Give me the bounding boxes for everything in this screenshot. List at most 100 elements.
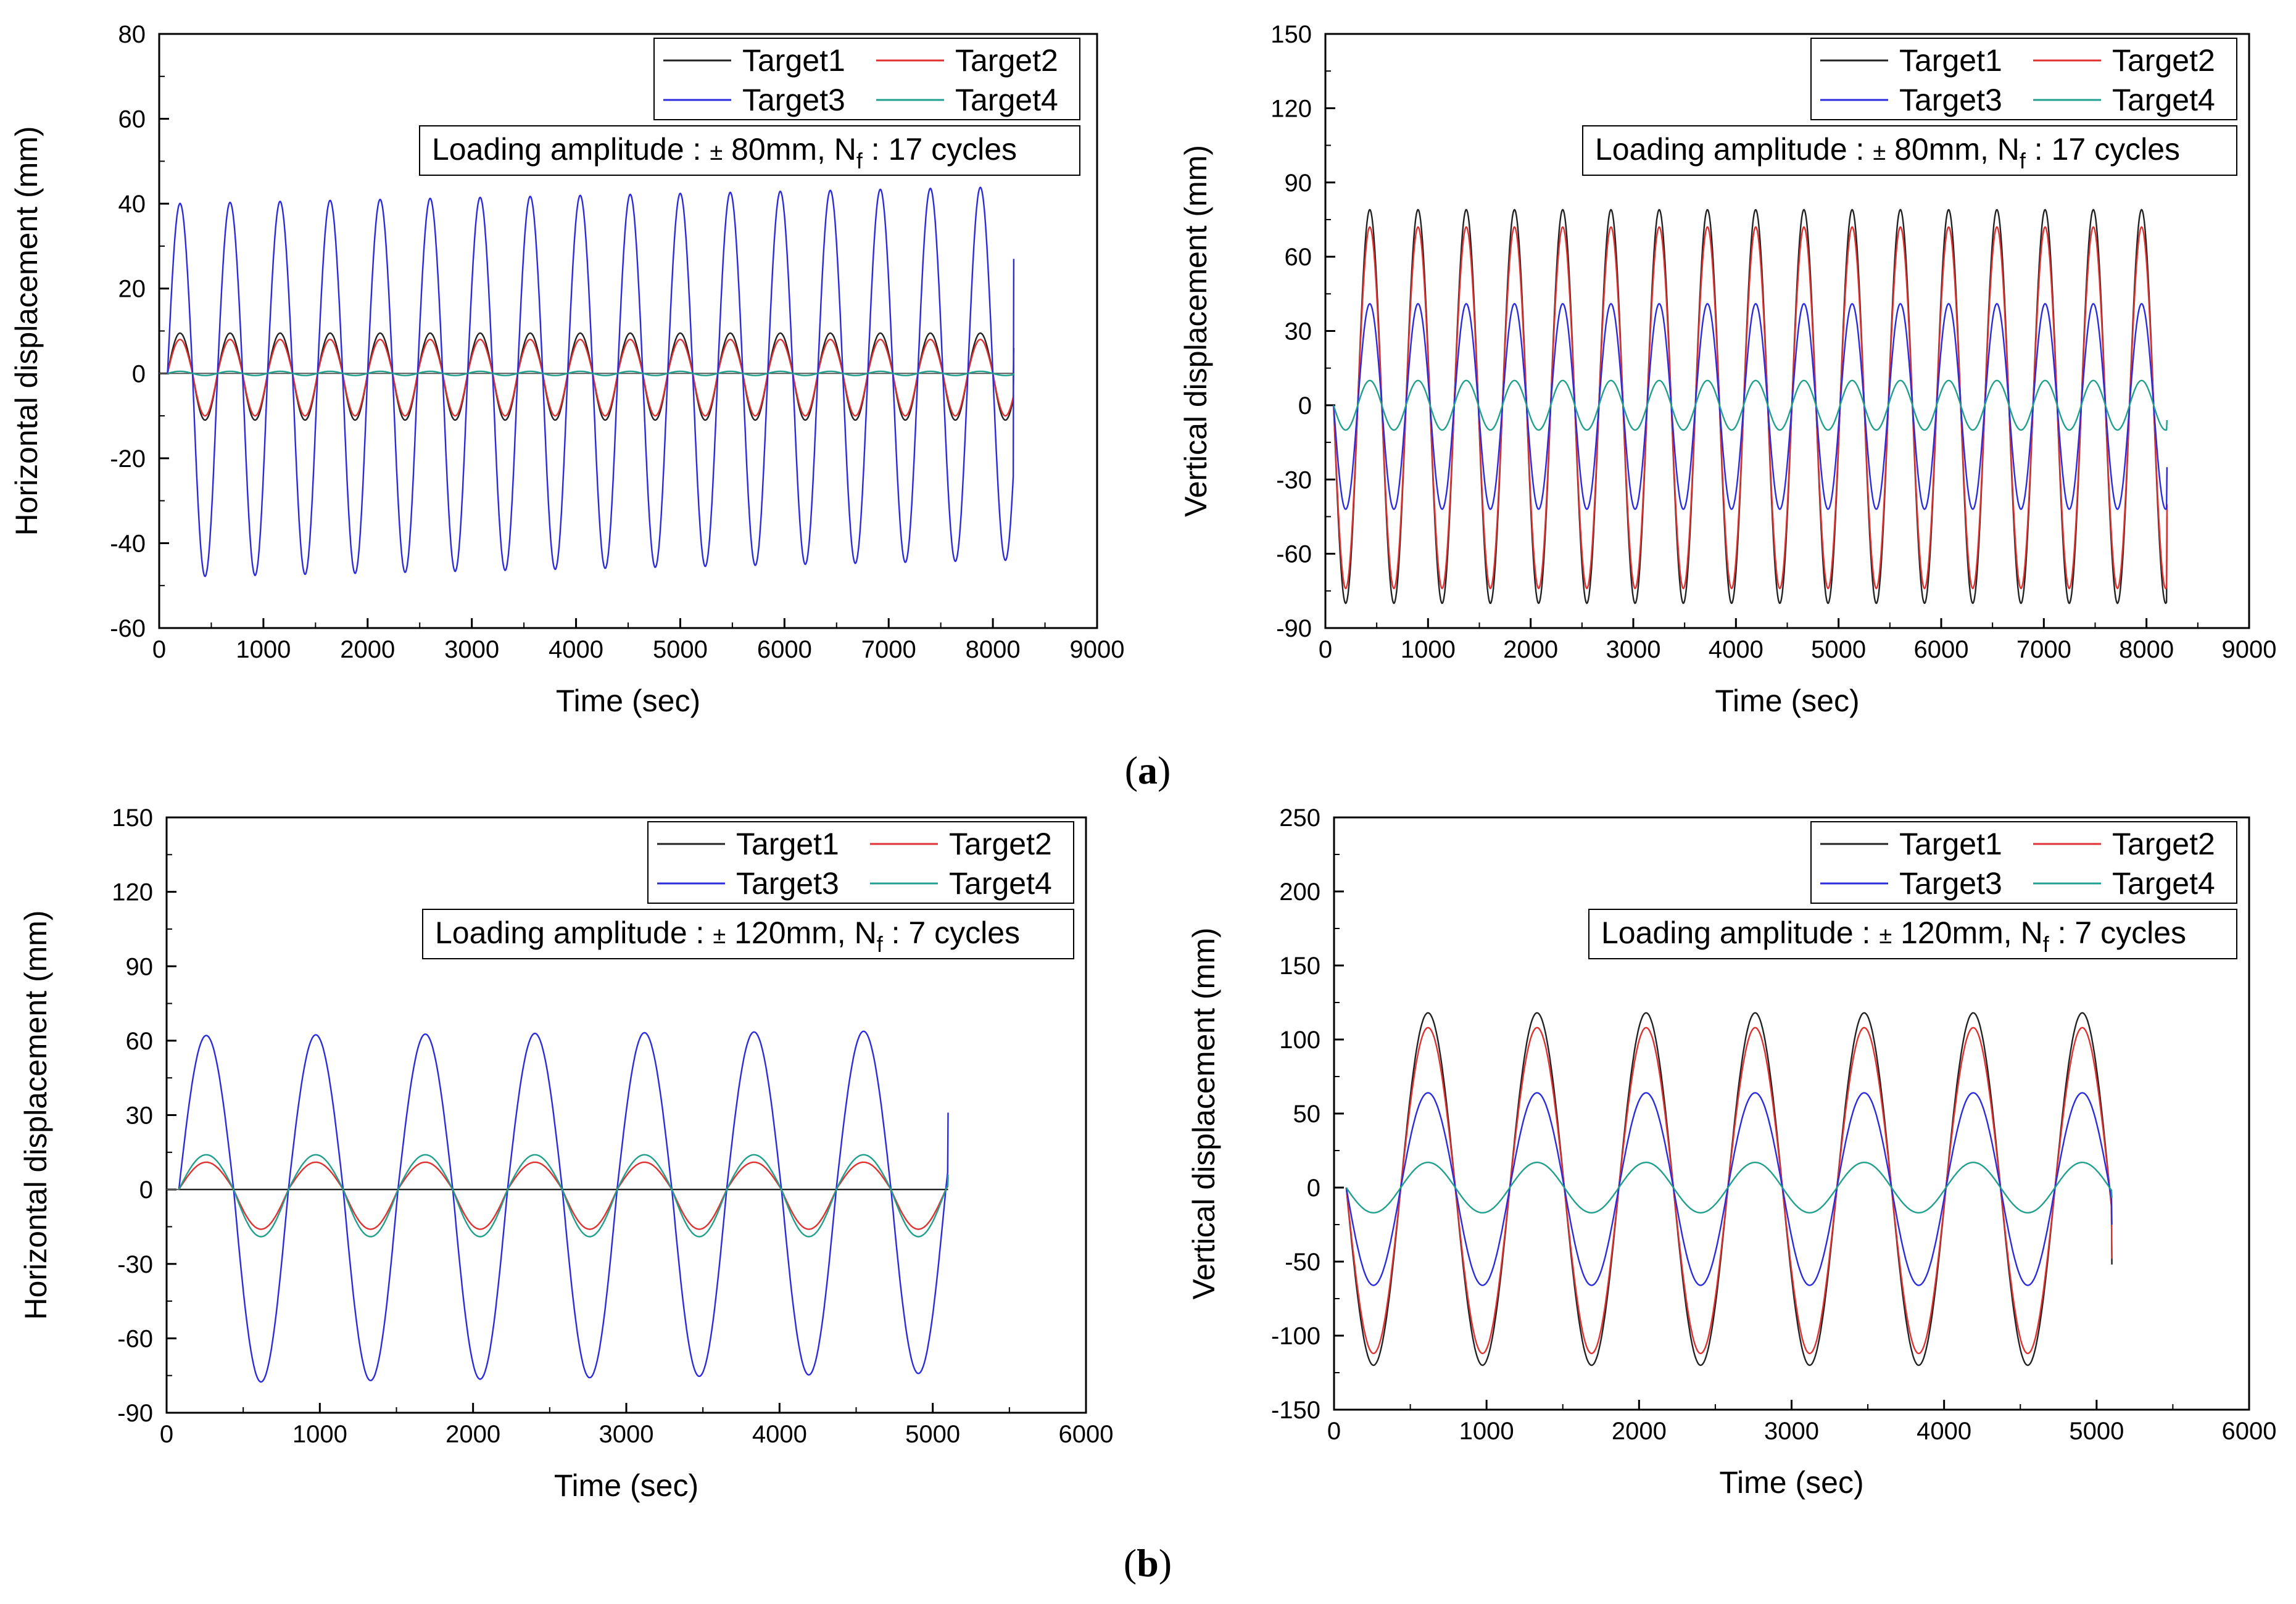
x-tick-label: 6000 [1059,1421,1114,1448]
x-tick-label: 7000 [2016,636,2071,663]
y-tick-label: 40 [118,191,146,218]
y-tick-label: 150 [1279,953,1320,980]
annotation-box [1588,909,2237,959]
y-tick-label: 90 [1285,170,1312,197]
x-tick-label: 9000 [1070,636,1125,663]
y-tick-label: 60 [118,106,146,133]
y-tick-label: 120 [1270,95,1312,122]
y-tick-label: 20 [118,276,146,303]
series-line-target3 [178,1030,949,1383]
legend-label-target3: Target3 [742,83,845,117]
annotation-box [422,909,1074,959]
x-tick-label: 5000 [905,1421,960,1448]
x-axis-label: Time (sec) [1719,1465,1863,1500]
series-line-target2 [1333,226,2168,590]
series-line-target4 [178,1154,949,1238]
chart-a-horizontal: 0 1000 2000 3000 4000 5000 6000 7000 8000 9000 -60… [9,21,1124,718]
y-tick-label: 0 [1307,1175,1320,1202]
y-tick-label: 120 [112,879,153,906]
legend-label-target1: Target1 [1899,43,2002,78]
y-axis-label: Vertical displacement (mm) [1179,145,1213,517]
x-tick-label: 1000 [236,636,291,663]
legend-label-target3: Target3 [1899,83,2002,117]
x-axis-label: Time (sec) [554,1468,698,1503]
y-tick-label: -90 [117,1400,153,1427]
x-tick-label: 9000 [2222,636,2277,663]
series-line-target2 [1345,1027,2113,1355]
annotation-box [1582,125,2237,176]
legend-label-target2: Target2 [955,43,1058,78]
y-tick-label: -60 [1276,541,1312,568]
y-tick-label: -20 [110,445,146,473]
y-tick-label: 90 [126,953,154,980]
legend-label-target4: Target4 [2112,83,2215,117]
x-tick-label: 1000 [292,1421,347,1448]
legend-label-target1: Target1 [736,827,839,861]
loading-amplitude-annotation: Loading amplitude : ± 120mm, Nf : 7 cycl… [435,916,1020,957]
y-tick-label: -60 [117,1325,153,1352]
y-tick-label: 0 [132,360,146,387]
x-tick-label: 5000 [653,636,708,663]
legend-label-target1: Target1 [1899,827,2002,861]
legend-label-target2: Target2 [949,827,1052,861]
x-tick-label: 3000 [444,636,499,663]
y-tick-label: 250 [1279,804,1320,832]
x-tick-label: 2000 [1612,1418,1667,1445]
panel-label-b: (b) [1124,1541,1172,1585]
legend-label-target2: Target2 [2112,43,2215,78]
y-tick-label: -60 [110,615,146,642]
series-line-target1 [1345,1012,2113,1366]
x-tick-label: 2000 [1503,636,1558,663]
y-axis-label: Horizontal displacement (mm) [19,910,53,1320]
x-tick-label: 3000 [1764,1418,1819,1445]
x-tick-label: 0 [152,636,166,663]
y-tick-label: -150 [1271,1397,1320,1424]
y-tick-label: -30 [117,1251,153,1278]
x-tick-label: 4000 [752,1421,807,1448]
series-line-target3 [167,186,1015,577]
x-tick-label: 8000 [2119,636,2174,663]
legend-box [653,38,1080,120]
panel-label-a: (a) [1125,748,1171,792]
legend-label-target1: Target1 [742,43,845,78]
x-tick-label: 1000 [1401,636,1456,663]
series-line-target4 [167,370,1015,376]
x-tick-label: 0 [160,1421,173,1448]
y-tick-label: 60 [126,1028,154,1055]
legend-label-target4: Target4 [955,83,1058,117]
x-tick-label: 0 [1327,1418,1341,1445]
y-tick-label: 30 [1285,318,1312,345]
y-tick-label: -90 [1276,615,1312,642]
y-tick-label: -50 [1285,1249,1320,1276]
series-line-target2 [167,339,1015,417]
series-line-target4 [1345,1161,2113,1214]
legend-label-target2: Target2 [2112,827,2215,861]
x-tick-label: 3000 [1606,636,1661,663]
x-tick-label: 5000 [1811,636,1866,663]
y-axis-label: Horizontal displacement (mm) [9,126,44,535]
x-tick-label: 6000 [1914,636,1969,663]
y-tick-label: -30 [1276,466,1312,494]
series-line-target4 [1333,379,2168,431]
chart-a-vertical: 0 1000 2000 3000 4000 5000 6000 7000 8000 9000 -90… [1179,21,2276,718]
y-tick-label: 60 [1285,244,1312,271]
loading-amplitude-annotation: Loading amplitude : ± 80mm, Nf : 17 cycl… [1595,132,2180,173]
y-tick-label: -100 [1271,1323,1320,1350]
y-tick-label: 0 [139,1176,153,1204]
x-tick-label: 2000 [340,636,395,663]
x-axis-label: Time (sec) [1715,684,1859,718]
y-tick-label: 0 [1298,392,1312,420]
legend-label-target4: Target4 [2112,866,2215,901]
legend-box [1810,821,2237,904]
x-tick-label: 7000 [861,636,916,663]
y-tick-label: 150 [112,804,153,832]
x-tick-label: 8000 [966,636,1021,663]
legend-label-target4: Target4 [949,866,1052,901]
chart-b-horizontal: 0 1000 2000 3000 4000 5000 6000 -90 -60 -30 0 30 60 9… [19,804,1113,1503]
legend-box [1810,38,2237,120]
legend-label-target3: Target3 [1899,866,2002,901]
legend-label-target3: Target3 [736,866,839,901]
x-axis-label: Time (sec) [556,684,700,718]
y-axis-label: Vertical displacement (mm) [1187,928,1221,1300]
